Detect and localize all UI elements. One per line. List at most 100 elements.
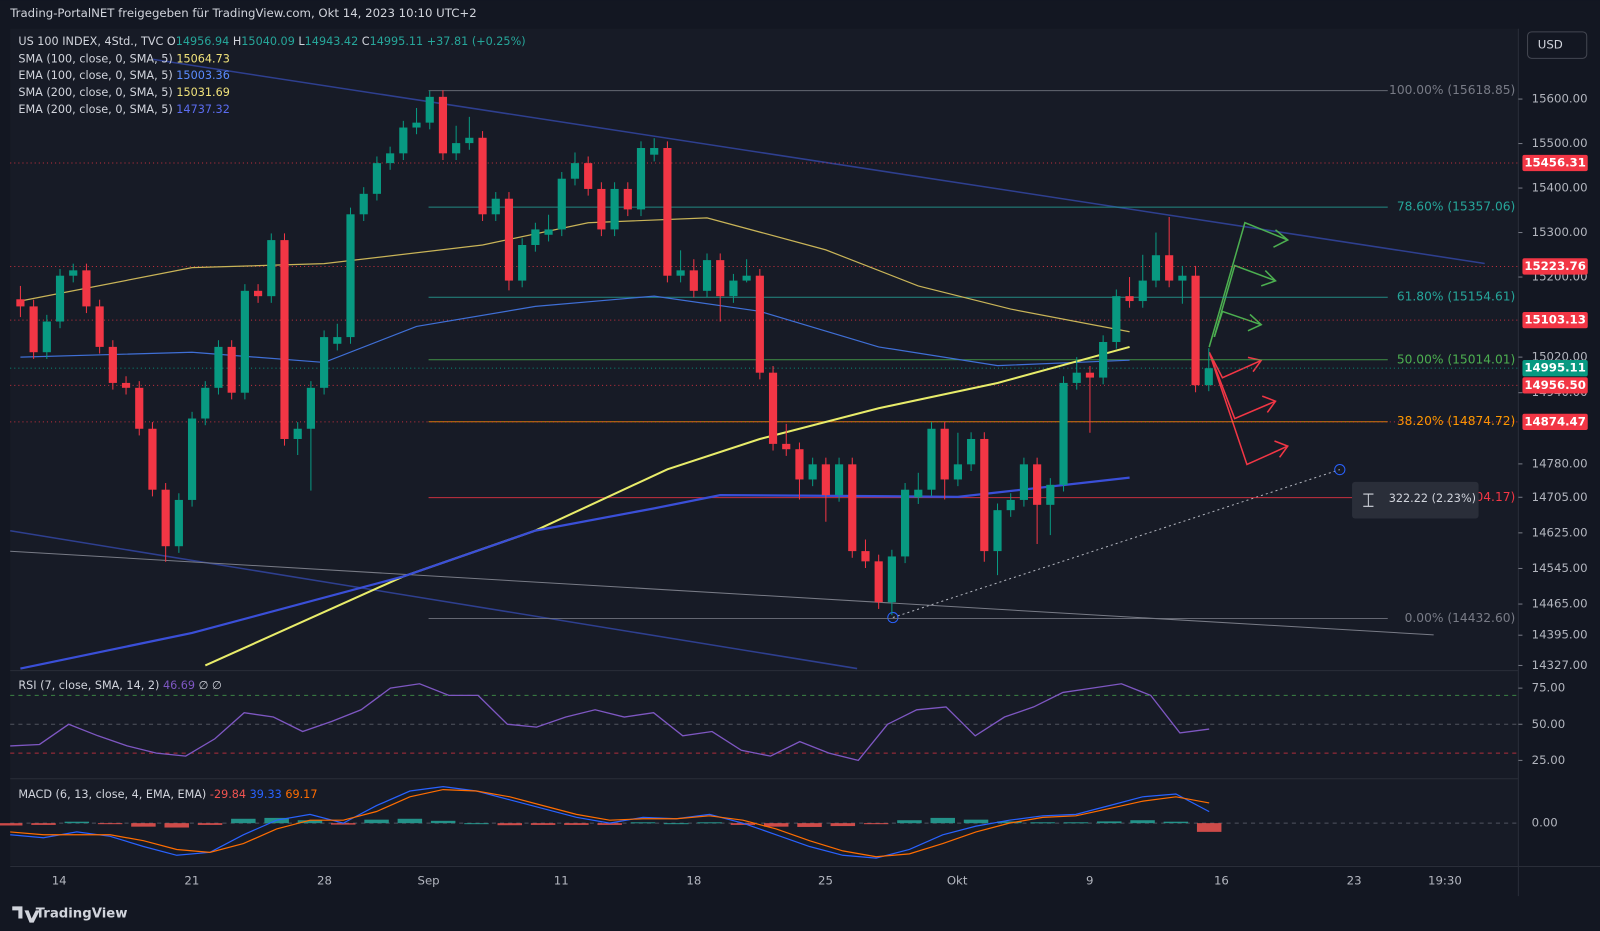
x-tick-label: 14 — [52, 873, 67, 887]
macd-hist — [763, 823, 789, 827]
x-tick-label: 25 — [818, 873, 833, 887]
candle-body — [42, 321, 51, 353]
rsi-line — [10, 683, 1210, 762]
candle-body — [702, 260, 712, 291]
candle-body — [518, 244, 527, 281]
macd-hist — [597, 823, 622, 825]
y-tick-label: 15600.00 — [1532, 92, 1588, 106]
measure-label: 322.22 (2.23%) — [1389, 492, 1476, 505]
x-tick-label: 11 — [554, 873, 569, 887]
candle-body — [821, 464, 830, 496]
price-tag-label: 15103.13 — [1524, 313, 1586, 327]
arrow-head — [1274, 440, 1289, 458]
ma-line — [20, 295, 1130, 367]
candle-body — [650, 148, 659, 155]
macd-hist — [530, 823, 556, 825]
y-tick-label: 15300.00 — [1532, 225, 1588, 239]
candle-body — [663, 148, 672, 276]
symbol-legend: US 100 INDEX, 4Std., TVC O14956.94 H1504… — [18, 35, 525, 48]
macd-hist — [1097, 821, 1122, 824]
macd-hist — [930, 817, 955, 824]
macd-hist — [730, 823, 756, 825]
header-title: Trading-PortalNET freigegeben für Tradin… — [9, 6, 476, 20]
candle-body — [465, 137, 474, 144]
macd-hist — [897, 820, 922, 824]
drawings — [10, 58, 1485, 670]
y-tick-label: 14395.00 — [1532, 628, 1588, 642]
candle-body — [399, 127, 408, 154]
candle-body — [16, 299, 25, 307]
macd-hist — [1063, 822, 1089, 824]
macd-legend: MACD (6, 13, close, 4, EMA, EMA) -29.84 … — [18, 788, 317, 801]
fib-label: 38.20% (14874.72) — [1397, 414, 1515, 428]
legend-value: SMA (100, close, 0, SMA, 5) — [18, 52, 172, 65]
chart-area — [10, 28, 1519, 866]
macd-hist — [564, 823, 589, 825]
candle-body — [1019, 464, 1028, 500]
macd-hist — [131, 823, 156, 827]
candle-body — [584, 163, 593, 189]
candle-body — [887, 556, 896, 603]
legend-value: EMA (100, close, 0, SMA, 5) — [18, 69, 172, 82]
candle-body — [1033, 464, 1042, 505]
candle-body — [689, 270, 698, 291]
trend-line — [10, 550, 1434, 636]
macd-hist — [97, 823, 123, 825]
candle-body — [834, 464, 844, 496]
candle-body — [729, 280, 738, 297]
arrow — [1208, 351, 1289, 466]
arrow — [1208, 351, 1276, 420]
candle-body — [1085, 372, 1095, 378]
candle-body — [425, 96, 434, 123]
fib-label: 0.00% (14432.60) — [1405, 611, 1516, 625]
currency-button[interactable] — [1527, 31, 1588, 59]
candle-body — [438, 96, 448, 154]
candle-body — [280, 240, 289, 439]
candle-body — [1178, 275, 1187, 281]
candle-body — [1112, 296, 1121, 342]
price-tag-label: 14995.11 — [1524, 361, 1586, 375]
ma-line — [20, 217, 1130, 333]
candle-body — [1059, 382, 1068, 485]
y-tick-label: 15400.00 — [1532, 181, 1588, 195]
candle-body — [372, 163, 381, 194]
candle-body — [980, 438, 989, 552]
fib-label: 100.00% (15618.85) — [1389, 83, 1515, 97]
fib-label: 78.60% (15357.06) — [1397, 200, 1515, 214]
x-tick-label: 19:30 — [1428, 873, 1462, 887]
arrow-head — [1260, 270, 1277, 287]
candle-body — [623, 188, 632, 210]
legend-value: 14956.94 — [176, 35, 230, 48]
candle-body — [861, 551, 870, 562]
x-tick-label: 18 — [686, 873, 701, 887]
arrow — [1208, 351, 1262, 379]
candle-body — [1072, 372, 1081, 383]
candle-body — [967, 438, 976, 465]
candle-body — [214, 346, 223, 388]
macd-hist — [297, 820, 323, 824]
macd-hist — [863, 823, 889, 825]
y-tick-label: 75.00 — [1532, 681, 1566, 695]
candle-body — [927, 428, 936, 490]
candle-body — [1138, 280, 1147, 302]
legend-value: L — [298, 35, 305, 48]
candle-body — [412, 122, 421, 128]
x-tick-label: Okt — [947, 873, 968, 887]
x-tick-label: Sep — [418, 873, 440, 887]
candle-body — [1151, 255, 1161, 281]
candle-body — [597, 188, 606, 230]
plot: 100.00% (15618.85) 78.60% (15357.06) 61.80… — [0, 83, 1523, 859]
macd-hist — [1163, 821, 1189, 824]
currency[interactable]: USD — [1538, 38, 1563, 52]
legend-value: 15031.69 — [176, 86, 230, 99]
candle-body — [95, 306, 104, 347]
candle-body — [386, 153, 395, 164]
candle-body — [1125, 296, 1134, 302]
x-tick-label: 28 — [317, 873, 332, 887]
arrow — [1213, 310, 1262, 338]
measure-icon — [1363, 493, 1374, 507]
legend-value: RSI (7, close, SMA, 14, 2) — [18, 679, 159, 692]
macd-hist — [31, 823, 56, 825]
indicator-legend: SMA (200, close, 0, SMA, 5) 15031.69 — [18, 86, 229, 99]
